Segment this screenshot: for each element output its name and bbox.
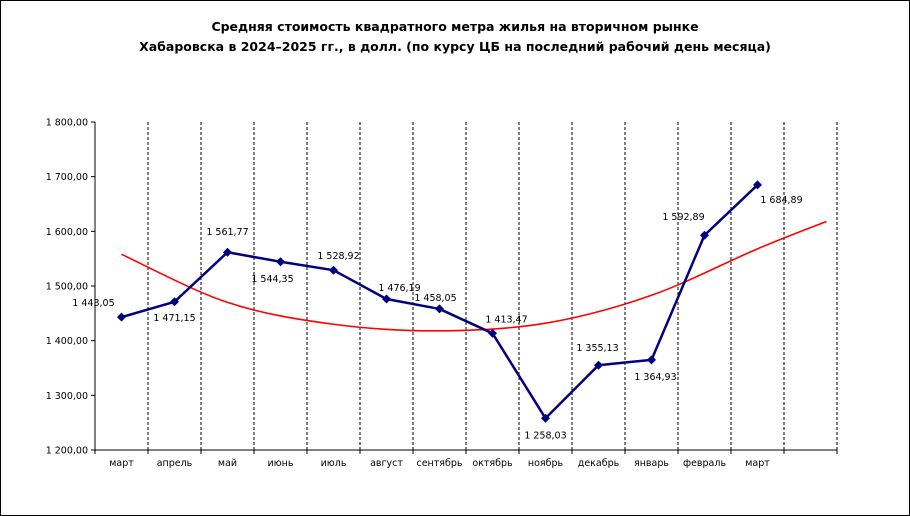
y-tick-label: 1 300,00 <box>46 391 88 402</box>
data-label: 1 476,19 <box>378 283 420 294</box>
data-point-marker <box>594 360 603 370</box>
data-point-marker <box>329 265 338 275</box>
chart-title: Средняя стоимость квадратного метра жиль… <box>0 17 910 57</box>
y-tick-label: 1 500,00 <box>46 282 88 293</box>
data-point-marker <box>700 230 709 240</box>
y-tick-label: 1 700,00 <box>46 172 88 183</box>
x-tick-label: июль <box>321 458 347 469</box>
data-label: 1 364,93 <box>634 372 676 383</box>
data-point-marker <box>753 180 762 190</box>
x-tick-label: март <box>745 458 770 469</box>
x-tick-label: ноябрь <box>528 458 564 469</box>
y-tick-label: 1 400,00 <box>46 336 88 347</box>
data-point-marker <box>647 355 656 365</box>
data-label: 1 561,77 <box>206 227 248 238</box>
data-point-marker <box>170 297 179 307</box>
x-tick-label: май <box>218 458 237 469</box>
x-tick-label: январь <box>634 458 669 469</box>
x-tick-label: июнь <box>268 458 294 469</box>
data-label: 1 355,13 <box>576 343 618 354</box>
y-tick-label: 1 600,00 <box>46 227 88 238</box>
data-label: 1 443,05 <box>72 298 114 309</box>
x-tick-label: февраль <box>683 458 726 469</box>
data-label: 1 544,35 <box>251 274 293 285</box>
data-label: 1 684,89 <box>760 195 802 206</box>
data-label: 1 413,47 <box>485 314 527 325</box>
data-label: 1 592,89 <box>662 212 704 223</box>
x-tick-label: апрель <box>157 458 193 469</box>
data-label: 1 458,05 <box>414 293 456 304</box>
data-point-marker <box>435 304 444 314</box>
chart-title-line-2: Хабаровска в 2024–2025 гг., в долл. (по … <box>139 39 771 54</box>
x-tick-label: август <box>370 458 403 469</box>
data-label: 1 528,92 <box>317 251 359 262</box>
data-point-marker <box>117 312 126 322</box>
data-point-marker <box>223 247 232 257</box>
y-tick-label: 1 200,00 <box>46 446 88 457</box>
y-tick-label: 1 800,00 <box>46 118 88 129</box>
data-label: 1 471,15 <box>153 313 195 324</box>
data-point-marker <box>382 294 391 304</box>
data-label: 1 258,03 <box>524 430 566 441</box>
x-tick-label: март <box>109 458 134 469</box>
data-point-marker <box>276 257 285 267</box>
x-tick-label: сентябрь <box>416 458 462 469</box>
chart-title-line-1: Средняя стоимость квадратного метра жиль… <box>211 19 699 34</box>
x-tick-label: октябрь <box>472 458 513 469</box>
data-point-marker <box>541 413 550 423</box>
x-tick-label: декабрь <box>578 458 620 469</box>
data-point-marker <box>488 328 497 338</box>
